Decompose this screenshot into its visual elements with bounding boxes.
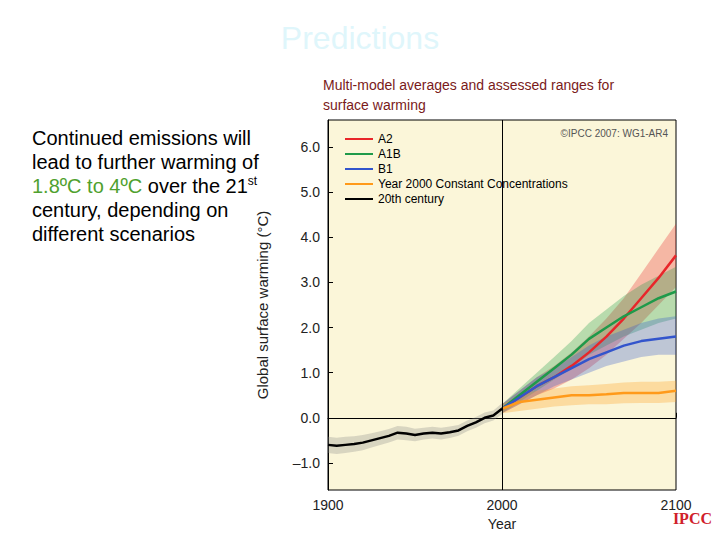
svg-text:1900: 1900 — [312, 497, 343, 513]
svg-text:3.0: 3.0 — [301, 274, 321, 290]
html-text:1.8ºC to 4ºC over the 21st: 1.8ºC to 4ºC over the 21st — [32, 174, 258, 197]
svg-text:0.0: 0.0 — [301, 410, 321, 426]
svg-text:Year 2000 Constant Concentrati: Year 2000 Constant Concentrations — [378, 177, 568, 191]
svg-text:B1: B1 — [378, 162, 393, 176]
svg-text:4.0: 4.0 — [301, 229, 321, 245]
html-text:Continued emissions will lead: Continued emissions will lead to further… — [32, 127, 259, 173]
svg-text:1.0: 1.0 — [301, 365, 321, 381]
svg-text:–1.0: –1.0 — [293, 455, 320, 471]
svg-text:surface warming: surface warming — [323, 97, 426, 113]
svg-text:©IPCC 2007: WG1-AR4: ©IPCC 2007: WG1-AR4 — [561, 128, 669, 139]
svg-text:Multi-model averages and asses: Multi-model averages and assessed ranges… — [323, 77, 618, 93]
html-text:Predictions: Predictions — [280, 20, 440, 56]
svg-text:Global surface warming (°C): Global surface warming (°C) — [254, 211, 271, 400]
svg-text:2.0: 2.0 — [301, 320, 321, 336]
svg-text:5.0: 5.0 — [301, 184, 321, 200]
svg-text:A2: A2 — [378, 132, 393, 146]
svg-text:A1B: A1B — [378, 147, 401, 161]
svg-text:20th century: 20th century — [378, 192, 444, 206]
svg-text:Year: Year — [488, 516, 517, 532]
svg-text:6.0: 6.0 — [301, 139, 321, 155]
svg-text:2000: 2000 — [486, 497, 517, 513]
html-text:IPCC: IPCC — [672, 510, 712, 527]
html-text:century, depending on differen: century, depending on different scenario… — [32, 199, 229, 245]
svg-text:2100: 2100 — [660, 497, 692, 513]
